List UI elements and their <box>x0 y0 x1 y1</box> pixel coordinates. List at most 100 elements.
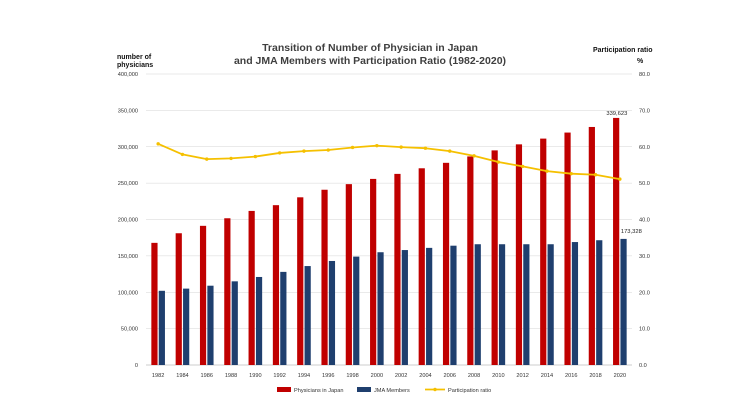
legend-label-physicians: Physicians in Japan <box>294 388 343 394</box>
x-ticks: 1982 1984 1986 1988 1990 1992 1994 1996 1998 2000… <box>152 373 626 379</box>
x-tick-label: 2010 <box>492 373 504 379</box>
ratio-point-1982 <box>156 142 160 146</box>
y-axis-title-line2: physicians <box>117 62 153 69</box>
x-tick-label: 1994 <box>298 373 310 379</box>
x-tick-label: 2016 <box>565 373 577 379</box>
chart-title-line2: and JMA Members with Participation Ratio… <box>234 55 506 67</box>
ratio-point-1994 <box>302 149 306 153</box>
jma-members-bar-2002 <box>401 250 408 365</box>
physicians-bar-1998 <box>345 184 352 365</box>
x-tick-label: 2002 <box>395 373 407 379</box>
y-axis-title-line1: number of <box>117 54 152 61</box>
jma-members-bar-2020 <box>620 238 627 365</box>
physicians-bar-1984 <box>175 233 182 365</box>
data-label-jma-members: 173,328 <box>621 229 642 235</box>
y-tick-label: 400,000 <box>118 72 138 78</box>
physicians-bar-2014 <box>540 138 547 365</box>
y2-tick-label: 70.0 <box>639 108 650 114</box>
jma-members-bar-2012 <box>523 244 530 365</box>
y2-tick-label: 20.0 <box>639 290 650 296</box>
y2-tick-label: 80.0 <box>639 72 650 78</box>
bars <box>151 117 627 365</box>
ratio-point-2014 <box>545 169 549 173</box>
x-tick-label: 2000 <box>371 373 383 379</box>
physicians-bar-1990 <box>248 210 255 365</box>
physicians-bar-1994 <box>297 197 304 365</box>
physicians-bar-1982 <box>151 242 158 365</box>
ratio-point-1988 <box>229 156 233 161</box>
ratio-point-1984 <box>180 152 185 157</box>
jma-members-bar-1986 <box>207 285 214 365</box>
x-tick-label: 1986 <box>201 373 213 379</box>
y-tick-label: 150,000 <box>118 254 138 260</box>
y2-axis-title-line2: % <box>637 58 644 65</box>
legend-label-jma-members: JMA Members <box>374 388 410 394</box>
physicians-bar-2004 <box>418 168 425 365</box>
jma-members-bar-2014 <box>547 244 554 365</box>
y-tick-label: 300,000 <box>118 145 138 151</box>
ratio-line-group <box>156 142 622 181</box>
x-tick-label: 1984 <box>176 373 188 379</box>
legend-swatch-physicians <box>277 387 291 392</box>
y2-tick-label: 50.0 <box>639 181 650 187</box>
x-tick-label: 1990 <box>249 373 261 379</box>
x-tick-label: 2020 <box>614 373 626 379</box>
ratio-point-2020 <box>618 177 622 181</box>
y2-tick-label: 0.0 <box>639 363 647 369</box>
x-tick-label: 2006 <box>444 373 456 379</box>
ratio-point-2016 <box>569 171 573 176</box>
physicians-bar-1992 <box>272 205 280 365</box>
y-tick-label: 350,000 <box>118 108 138 114</box>
legend-marker-participation-ratio <box>433 387 437 392</box>
physicians-bar-2020 <box>613 117 620 365</box>
jma-members-bar-2010 <box>498 244 506 365</box>
y2-tick-label: 40.0 <box>639 218 650 224</box>
physicians-bar-2016 <box>564 132 571 365</box>
y2-tick-label: 60.0 <box>639 145 650 151</box>
x-tick-label: 1982 <box>152 373 164 379</box>
legend-label-participation-ratio: Participation ratio <box>448 388 491 394</box>
physicians-bar-2012 <box>515 144 523 365</box>
physicians-bar-2018 <box>588 126 595 365</box>
jma-members-bar-1998 <box>353 256 360 365</box>
y-tick-label: 0 <box>135 363 138 369</box>
ratio-point-2018 <box>593 173 598 177</box>
ratio-point-1998 <box>350 145 355 150</box>
legend: Physicians in Japan JMA Members Participat… <box>277 387 491 394</box>
ratio-point-1990 <box>253 154 258 159</box>
jma-members-bar-2018 <box>596 240 603 365</box>
ratio-point-2000 <box>375 143 379 148</box>
x-tick-label: 2012 <box>516 373 528 379</box>
jma-members-bar-1994 <box>304 266 311 365</box>
physicians-bar-2008 <box>467 156 474 365</box>
y2-ticks: 0.0 10.0 20.0 30.0 40.0 50.0 60.0 70.0 80.0 <box>639 72 650 369</box>
jma-members-bar-1990 <box>255 276 263 365</box>
physicians-bar-2010 <box>491 150 498 365</box>
x-tick-label: 2018 <box>589 373 601 379</box>
legend-swatch-jma-members <box>357 387 371 392</box>
jma-members-bar-2000 <box>377 252 384 365</box>
ratio-point-2004 <box>423 146 428 150</box>
data-labels: 339,623 173,328 <box>606 111 641 235</box>
x-tick-label: 1996 <box>322 373 334 379</box>
jma-members-bar-2004 <box>426 247 433 365</box>
physicians-bar-1996 <box>321 189 328 365</box>
ratio-point-2010 <box>496 160 501 164</box>
chart-title-line1: Transition of Number of Physician in Jap… <box>262 42 478 54</box>
y-tick-label: 100,000 <box>118 290 138 296</box>
physicians-bar-1986 <box>199 225 207 365</box>
jma-members-bar-2006 <box>450 245 457 365</box>
x-tick-label: 2004 <box>419 373 431 379</box>
ratio-point-1992 <box>277 151 282 155</box>
jma-members-bar-2016 <box>571 242 579 365</box>
x-tick-label: 1998 <box>346 373 358 379</box>
y-tick-label: 250,000 <box>118 181 138 187</box>
physicians-bar-1988 <box>224 218 231 365</box>
x-tick-label: 1992 <box>273 373 285 379</box>
data-label-physicians: 339,623 <box>606 111 627 117</box>
ratio-point-2012 <box>520 164 525 169</box>
y2-tick-label: 10.0 <box>639 327 650 333</box>
physicians-bar-2002 <box>394 173 401 365</box>
y-tick-label: 50,000 <box>121 327 138 333</box>
